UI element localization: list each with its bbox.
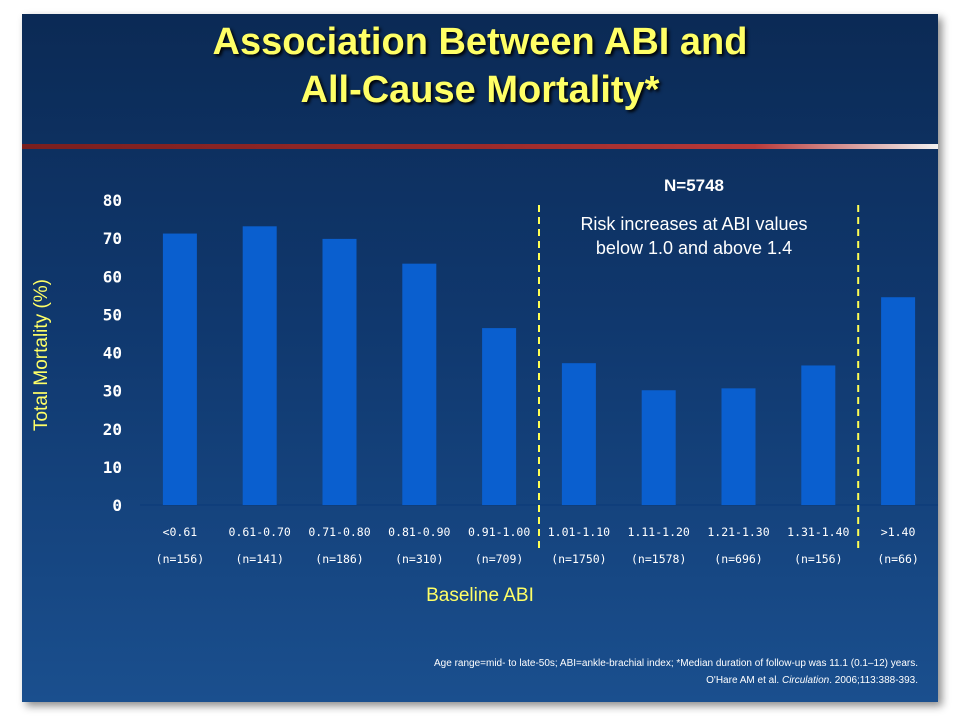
x-tick-label: 1.21-1.30 xyxy=(707,525,769,539)
bar xyxy=(482,328,517,505)
y-tick-label: 0 xyxy=(112,496,122,515)
x-tick-sample-size: (n=1578) xyxy=(631,552,686,566)
bar xyxy=(721,388,756,505)
x-tick-label: 0.81-0.90 xyxy=(388,525,450,539)
x-tick-sample-size: (n=156) xyxy=(156,552,204,566)
y-tick-label: 20 xyxy=(103,420,122,439)
bar xyxy=(162,233,197,506)
bar xyxy=(402,263,437,505)
x-tick-label: 0.61-0.70 xyxy=(229,525,291,539)
x-tick-label: <0.61 xyxy=(163,525,198,539)
x-axis-label: Baseline ABI xyxy=(426,585,534,606)
x-tick-sample-size: (n=310) xyxy=(395,552,443,566)
x-tick-label: 0.91-1.00 xyxy=(468,525,530,539)
x-tick-sample-size: (n=709) xyxy=(475,552,523,566)
risk-annotation: Risk increases at ABI values below 1.0 a… xyxy=(580,214,808,258)
y-axis-label: Total Mortality (%) xyxy=(31,278,52,432)
footnote: Age range=mid- to late-50s; ABI=ankle-br… xyxy=(434,655,918,689)
x-tick-label: 0.71-0.80 xyxy=(308,525,370,539)
x-tick-sample-size: (n=186) xyxy=(315,552,363,566)
y-tick-label: 60 xyxy=(103,267,122,286)
x-tick-sample-size: (n=141) xyxy=(235,552,283,566)
bar xyxy=(561,363,596,505)
bar xyxy=(801,365,836,505)
title-divider xyxy=(22,144,938,149)
x-tick-label: 1.31-1.40 xyxy=(787,525,849,539)
y-tick-label: 80 xyxy=(103,191,122,210)
x-tick-sample-size: (n=66) xyxy=(877,552,919,566)
y-tick-label: 30 xyxy=(103,382,122,401)
x-tick-sample-size: (n=1750) xyxy=(551,552,606,566)
y-tick-label: 40 xyxy=(103,344,122,363)
bar xyxy=(881,297,916,505)
x-tick-sample-size: (n=696) xyxy=(714,552,762,566)
chart-title: Association Between ABI and All-Cause Mo… xyxy=(22,18,938,114)
citation-authors: O'Hare AM et al. xyxy=(706,675,782,686)
footnote-line-1: Age range=mid- to late-50s; ABI=ankle-br… xyxy=(434,658,918,669)
bar xyxy=(242,226,277,505)
x-tick-label: >1.40 xyxy=(881,525,916,539)
y-tick-label: 50 xyxy=(103,305,122,324)
y-tick-label: 10 xyxy=(103,458,122,477)
bar xyxy=(641,390,676,505)
x-tick-sample-size: (n=156) xyxy=(794,552,842,566)
y-tick-label: 70 xyxy=(103,229,122,248)
citation-journal: Circulation xyxy=(781,675,830,686)
citation-details: . 2006;113:388-393. xyxy=(829,675,918,686)
x-tick-label: 1.11-1.20 xyxy=(628,525,690,539)
title-line-2: All-Cause Mortality* xyxy=(300,69,660,111)
x-tick-label: 1.01-1.10 xyxy=(548,525,610,539)
sample-size-label: N=5748 xyxy=(663,176,725,195)
footnote-citation: O'Hare AM et al. Circulation. 2006;113:3… xyxy=(434,672,918,689)
bar xyxy=(322,238,357,505)
title-line-1: Association Between ABI and xyxy=(212,21,748,63)
